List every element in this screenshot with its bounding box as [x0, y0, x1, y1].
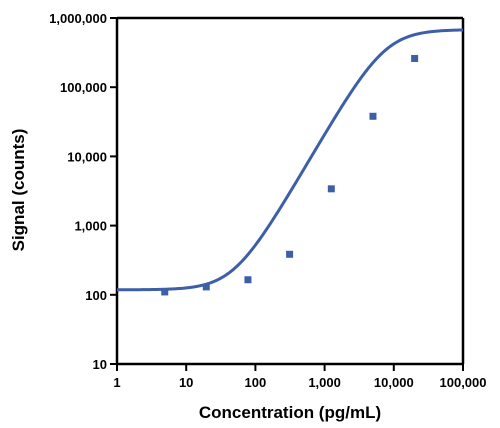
y-tick-label: 10,000 — [67, 149, 107, 164]
x-tick-label: 10 — [179, 375, 193, 390]
x-tick-label: 100 — [245, 375, 267, 390]
x-tick-label: 100,000 — [440, 375, 487, 390]
y-tick-label: 100,000 — [60, 80, 107, 95]
y-tick-label: 1,000,000 — [49, 11, 107, 26]
data-point — [286, 250, 294, 258]
fit-curve — [117, 28, 464, 292]
x-tick-label: 1 — [113, 375, 120, 390]
data-point — [411, 54, 419, 62]
x-tick-label: 1,000 — [308, 375, 341, 390]
data-points — [161, 54, 419, 296]
y-tick-labels: 10 100 1,000 10,000 100,000 1,000,000 — [49, 11, 107, 372]
data-point — [369, 112, 377, 120]
y-tick-label: 1,000 — [74, 219, 107, 234]
x-tick-label: 10,000 — [374, 375, 414, 390]
data-point — [327, 185, 335, 193]
axes — [110, 16, 465, 371]
data-point — [244, 276, 252, 284]
x-axis-title: Concentration (pg/mL) — [199, 403, 381, 422]
x-tick-labels: 1 10 100 1,000 10,000 100,000 — [113, 375, 486, 390]
data-point — [202, 283, 210, 291]
y-tick-label: 100 — [85, 288, 107, 303]
y-tick-label: 10 — [93, 357, 107, 372]
data-point — [161, 288, 169, 296]
y-axis-title: Signal (counts) — [9, 129, 28, 252]
